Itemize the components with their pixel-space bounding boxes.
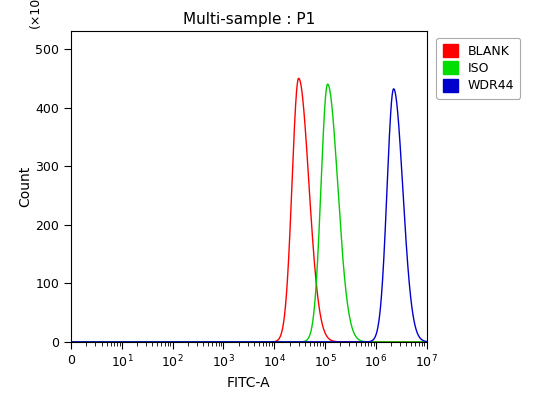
ISO xyxy=(68,340,74,344)
WDR44 xyxy=(391,86,397,91)
BLANK xyxy=(400,340,407,344)
Line: WDR44: WDR44 xyxy=(71,89,427,342)
X-axis label: FITC-A: FITC-A xyxy=(227,376,271,390)
Legend: BLANK, ISO, WDR44: BLANK, ISO, WDR44 xyxy=(437,38,520,99)
Title: Multi-sample : P1: Multi-sample : P1 xyxy=(183,13,315,28)
WDR44 xyxy=(400,200,407,205)
ISO xyxy=(423,340,430,344)
WDR44 xyxy=(283,340,289,344)
Line: BLANK: BLANK xyxy=(71,78,427,342)
BLANK xyxy=(236,340,242,344)
ISO xyxy=(296,340,302,344)
ISO xyxy=(283,340,289,344)
Line: ISO: ISO xyxy=(71,84,427,342)
ISO xyxy=(322,92,329,97)
BLANK xyxy=(283,296,289,301)
WDR44 xyxy=(322,340,329,344)
BLANK xyxy=(68,340,74,344)
ISO xyxy=(400,340,407,344)
Y-axis label: Count: Count xyxy=(19,166,32,207)
BLANK xyxy=(296,77,302,81)
WDR44 xyxy=(236,340,242,344)
ISO xyxy=(156,340,163,344)
WDR44 xyxy=(68,340,74,344)
BLANK xyxy=(156,340,163,344)
ISO xyxy=(324,82,331,86)
BLANK xyxy=(322,332,329,337)
Text: (×10¹): (×10¹) xyxy=(28,0,42,28)
BLANK xyxy=(423,340,430,344)
ISO xyxy=(236,340,242,344)
WDR44 xyxy=(296,340,302,344)
WDR44 xyxy=(156,340,163,344)
WDR44 xyxy=(423,339,430,344)
BLANK xyxy=(295,76,302,81)
